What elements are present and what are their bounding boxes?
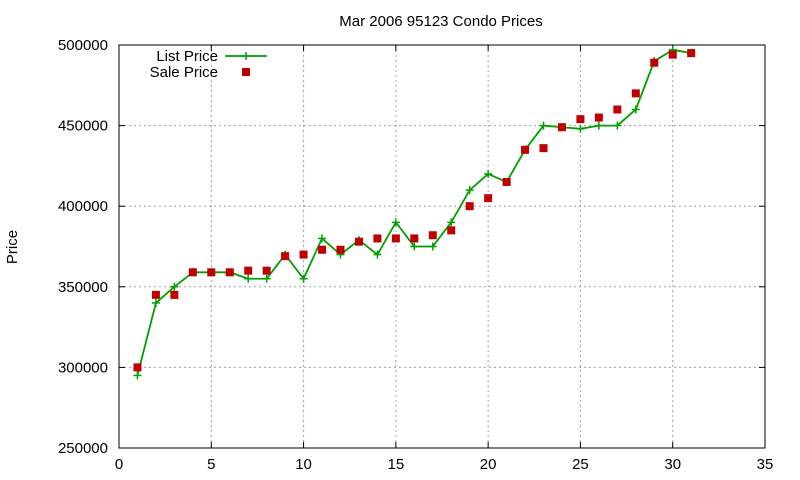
sale-price-point [151,290,160,299]
sale-price-point [594,113,603,122]
list-price-line [136,48,692,376]
series-layer [133,45,696,380]
sale-price-point [613,105,622,114]
x-tick-label: 10 [295,456,312,473]
sale-price-point [373,234,382,243]
sale-price-point [336,245,345,254]
legend-label: Sale Price [150,64,218,81]
list-price-point [262,274,271,283]
list-price-point [428,242,437,251]
sale-price-point [244,266,253,275]
sale-price-point [281,252,290,261]
y-tick-label: 350000 [58,279,108,296]
chart-title: Mar 2006 95123 Condo Prices [339,13,542,30]
sale-price-point [410,234,419,243]
sale-price-point [188,268,197,277]
x-tick-label: 25 [572,456,589,473]
plot-frame [118,44,766,449]
list-price-point [318,234,327,243]
legend-label: List Price [156,48,218,65]
sale-price-point [465,202,474,211]
x-tick-label: 30 [664,456,681,473]
y-tick-label: 400000 [58,198,108,215]
sale-price-point [650,58,659,67]
sale-price-point [687,49,696,58]
sale-price-point [668,50,677,59]
x-tick-label: 15 [388,456,405,473]
x-tick-label: 20 [480,456,497,473]
grid [119,45,765,448]
sale-price-point [318,245,327,254]
x-tick-label: 0 [115,456,123,473]
sale-price-point [539,144,548,153]
list-price-point [613,121,622,130]
list-price-point [410,242,419,251]
axis-ticks: 0 5 10 15 20 25 30 35 250000 300000 350000 400000 45… [58,37,773,473]
x-tick-label: 5 [207,456,215,473]
list-price-point [447,218,456,227]
sale-price-point [484,194,493,203]
y-tick-label: 300000 [58,359,108,376]
list-price-point [244,274,253,283]
list-price-point [465,186,474,195]
y-tick-label: 450000 [58,118,108,135]
sale-price-point [631,89,640,98]
list-price-point [484,169,493,178]
y-tick-label: 500000 [58,37,108,54]
sale-price-point [447,226,456,235]
sale-price-point [521,145,530,154]
x-tick-label: 35 [757,456,774,473]
sale-price-point [170,290,179,299]
sale-price-point [502,178,511,187]
list-price-point [170,282,179,291]
list-price-point [391,218,400,227]
sale-price-point [225,268,234,277]
sale-price-point [576,115,585,124]
sale-price-point [299,250,308,259]
y-axis-label: Price [4,230,21,264]
list-price-point [151,298,160,307]
y-tick-label: 250000 [58,440,108,457]
sale-price-point [391,234,400,243]
sale-price-point [207,268,216,277]
list-price-point [373,250,382,259]
series-1 [133,45,696,380]
sale-price-point [557,123,566,132]
list-price-point [299,274,308,283]
sale-price-point [428,231,437,240]
list-price-point [576,124,585,133]
list-price-point [539,121,548,130]
legend-swatch-marker [242,68,250,76]
legend-swatch-marker [242,52,250,60]
list-price-point [631,105,640,114]
series-2 [133,49,696,372]
list-price-point [594,121,603,130]
sale-price-point [133,363,142,372]
sale-price-point [262,266,271,275]
sale-price-point [354,237,363,246]
list-price-point [133,371,142,380]
